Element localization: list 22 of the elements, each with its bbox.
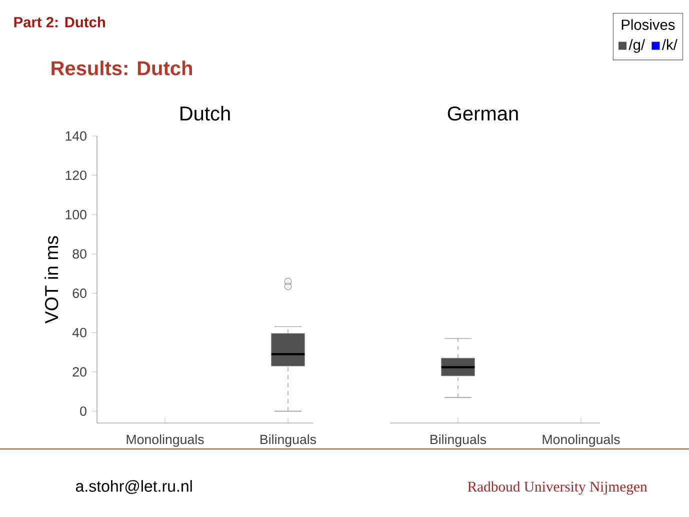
x-tick-label: Monolinguals xyxy=(542,434,620,447)
chart-title: Dutch xyxy=(180,106,230,121)
y-tick-label: 140 xyxy=(66,131,86,141)
legend-title: Plosives xyxy=(622,19,675,30)
y-tick-label: 20 xyxy=(72,367,86,377)
y-tick-label: 80 xyxy=(72,249,86,259)
chart-title: German xyxy=(448,106,518,121)
y-axis-title: VOT in ms xyxy=(44,236,58,324)
legend-label: /k/ xyxy=(662,39,678,50)
y-tick-label: 100 xyxy=(66,210,86,220)
y-tick-label: 120 xyxy=(66,170,86,180)
y-tick-label: 0 xyxy=(80,406,86,416)
text: Results: Dutch xyxy=(52,60,192,76)
legend-label: /g/ xyxy=(628,39,646,53)
text: Radboud University Nijmegen xyxy=(468,481,648,495)
y-tick-label: 40 xyxy=(72,328,86,338)
x-tick-label: Bilinguals xyxy=(430,434,486,447)
text: a.stohr@let.ru.nl xyxy=(76,480,192,494)
text: Part 2: Dutch xyxy=(14,16,105,28)
x-tick-label: Bilinguals xyxy=(260,434,316,447)
y-tick-label: 60 xyxy=(72,288,86,298)
x-tick-label: Monolinguals xyxy=(126,434,204,447)
